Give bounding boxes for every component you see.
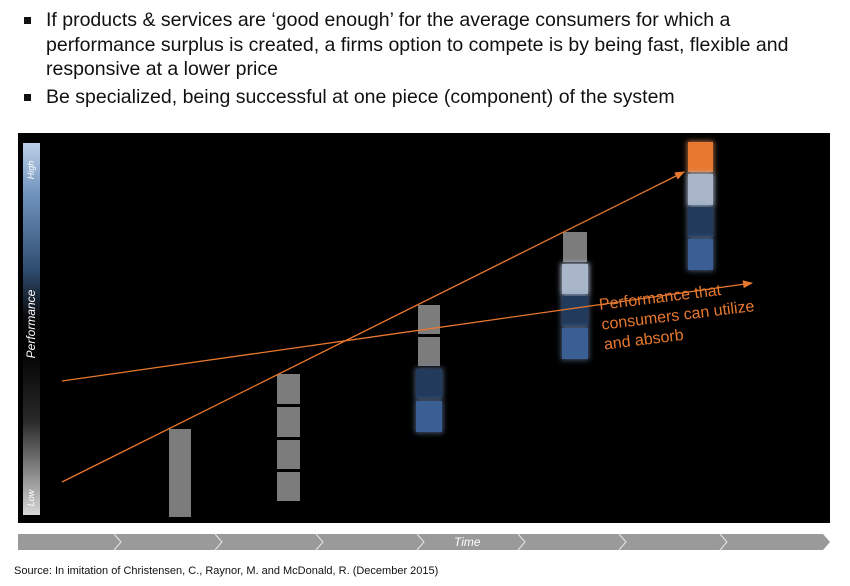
bullet-text: Be specialized, being successful at one … — [46, 85, 675, 108]
stack-block — [416, 369, 442, 398]
stack-block — [688, 207, 713, 237]
bullet-text: If products & services are ‘good enough’… — [46, 9, 789, 80]
stack-block — [277, 407, 300, 437]
bullet-square-icon — [24, 93, 31, 101]
bullet-item: If products & services are ‘good enough’… — [20, 8, 830, 82]
bullet-list: If products & services are ‘good enough’… — [20, 8, 830, 112]
stack-block — [688, 174, 713, 205]
stack-block — [169, 429, 191, 517]
axis-time-label: Time — [454, 535, 481, 549]
stack-block — [418, 305, 440, 334]
stack-block — [562, 296, 588, 326]
stack-block — [277, 440, 300, 469]
technology-progress-arrow — [61, 171, 685, 483]
stack-block — [562, 328, 588, 359]
stack-block — [416, 401, 442, 432]
consumer-absorption-arrow — [61, 280, 753, 382]
source-citation: Source: In imitation of Christensen, C.,… — [14, 565, 439, 577]
stack-block — [277, 374, 300, 404]
bullet-square-icon — [24, 17, 31, 24]
time-axis-bar — [18, 534, 830, 551]
bullet-item: Be specialized, being successful at one … — [20, 85, 830, 110]
stack-block — [277, 472, 300, 501]
stack-block — [688, 142, 713, 172]
stack-block — [563, 232, 587, 262]
performance-axis-bar — [23, 143, 40, 515]
stack-block — [688, 239, 713, 270]
stack-block — [562, 264, 588, 294]
stack-block — [418, 337, 440, 366]
